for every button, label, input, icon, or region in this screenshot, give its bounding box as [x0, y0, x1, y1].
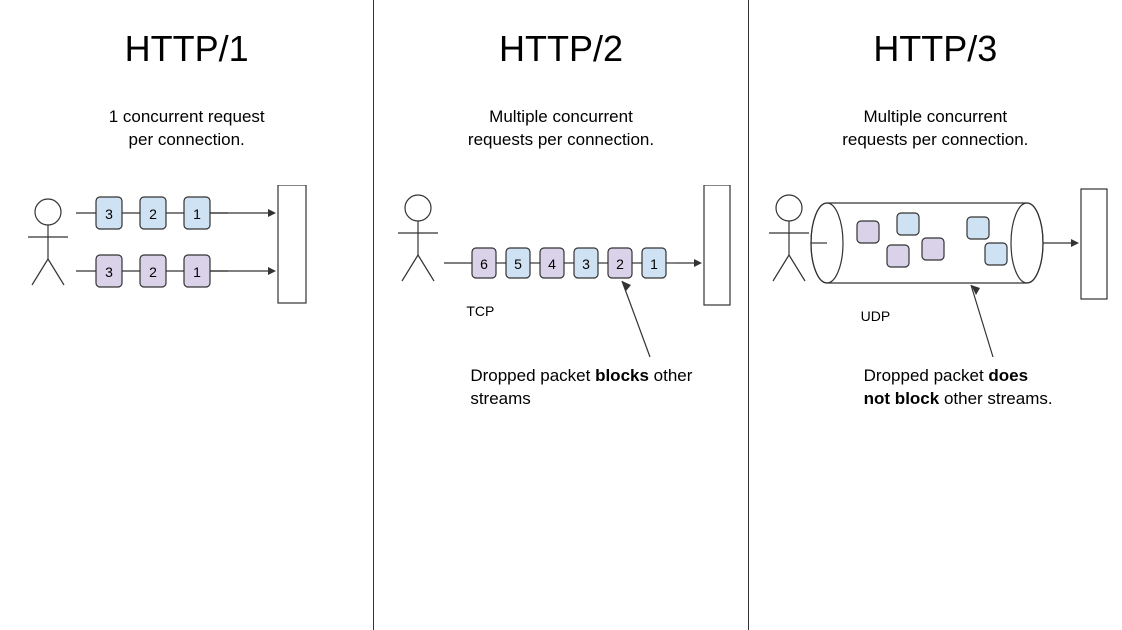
- subtitle-http3: Multiple concurrent requests per connect…: [749, 106, 1122, 152]
- title-http2: HTTP/2: [374, 28, 747, 70]
- diagram-container: HTTP/1 1 concurrent request per connecti…: [0, 0, 1122, 630]
- svg-text:2: 2: [149, 264, 157, 280]
- subtitle-http2: Multiple concurrent requests per connect…: [374, 106, 747, 152]
- diagram-http1: 3 2 1 3 2 1: [0, 185, 374, 355]
- svg-text:6: 6: [480, 256, 488, 272]
- title-http1: HTTP/1: [0, 28, 373, 70]
- svg-text:2: 2: [616, 256, 624, 272]
- diagram-http2: 6 5 4 3 2 1: [374, 185, 748, 385]
- svg-text:2: 2: [149, 206, 157, 222]
- svg-text:3: 3: [105, 206, 113, 222]
- title-http3: HTTP/3: [749, 28, 1122, 70]
- svg-text:1: 1: [193, 206, 201, 222]
- svg-text:5: 5: [514, 256, 522, 272]
- protocol-label-udp: UDP: [861, 308, 891, 324]
- svg-text:1: 1: [193, 264, 201, 280]
- svg-text:4: 4: [548, 256, 556, 272]
- panel-http1: HTTP/1 1 concurrent request per connecti…: [0, 0, 374, 630]
- svg-text:3: 3: [105, 264, 113, 280]
- diagram-http3: [749, 185, 1122, 385]
- subtitle-http1: 1 concurrent request per connection.: [0, 106, 373, 152]
- svg-text:3: 3: [582, 256, 590, 272]
- note-http2: Dropped packet blocks other streams: [470, 365, 700, 411]
- note-http3: Dropped packet doesnot block other strea…: [864, 365, 1104, 411]
- svg-text:1: 1: [650, 256, 658, 272]
- protocol-label-tcp: TCP: [466, 303, 494, 319]
- panel-http2: HTTP/2 Multiple concurrent requests per …: [374, 0, 748, 630]
- panel-http3: HTTP/3 Multiple concurrent requests per …: [749, 0, 1122, 630]
